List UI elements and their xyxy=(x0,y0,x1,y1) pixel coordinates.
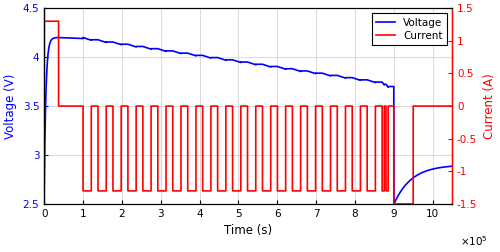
Voltage xyxy=(56,36,62,39)
Voltage xyxy=(41,188,47,191)
Voltage xyxy=(419,171,425,174)
Current xyxy=(391,202,397,205)
Y-axis label: Voltage (V): Voltage (V) xyxy=(4,73,17,139)
Current xyxy=(253,190,259,193)
Voltage xyxy=(449,165,455,168)
X-axis label: Time (s): Time (s) xyxy=(224,224,272,237)
Line: Voltage: Voltage xyxy=(44,38,452,204)
Line: Current: Current xyxy=(44,21,452,204)
Y-axis label: Current (A): Current (A) xyxy=(483,73,496,139)
Current xyxy=(41,20,47,23)
Current xyxy=(155,190,161,193)
Voltage xyxy=(426,169,432,172)
Current xyxy=(155,105,161,108)
Voltage xyxy=(48,39,54,42)
Voltage xyxy=(443,165,449,168)
Current xyxy=(110,105,116,108)
Current xyxy=(282,190,288,193)
Current xyxy=(41,105,47,108)
Text: $\times10^5$: $\times10^5$ xyxy=(460,234,488,248)
Current xyxy=(449,105,455,108)
Voltage xyxy=(408,178,414,181)
Voltage xyxy=(118,43,124,46)
Current xyxy=(170,105,176,108)
Legend: Voltage, Current: Voltage, Current xyxy=(372,13,447,45)
Voltage xyxy=(391,202,397,205)
